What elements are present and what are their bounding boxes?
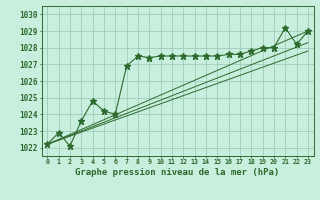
- X-axis label: Graphe pression niveau de la mer (hPa): Graphe pression niveau de la mer (hPa): [76, 168, 280, 177]
